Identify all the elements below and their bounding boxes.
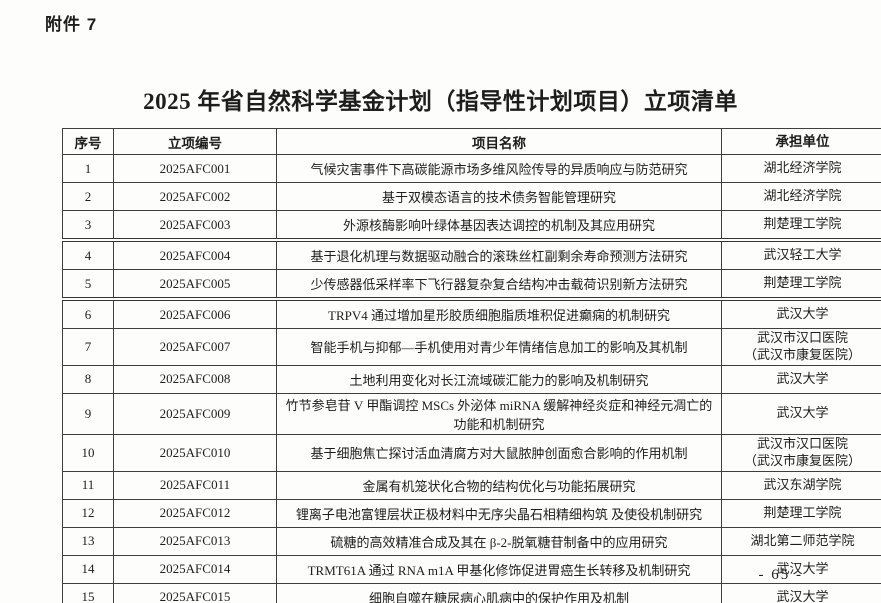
cell-serial-number: 14	[62, 554, 114, 584]
table-row: 12 2025AFC012 锂离子电池富锂层状正极材料中无序尖晶石相精细构筑 及…	[62, 498, 881, 528]
cell-project-code: 2025AFC004	[113, 239, 277, 270]
header-cell-code: 立项编号	[113, 128, 277, 155]
header-row: 序号 立项编号 项目名称 承担单位	[62, 128, 881, 155]
cell-undertaking-unit: 湖北经济学院	[721, 154, 881, 183]
table-row: 7 2025AFC007 智能手机与抑郁—手机使用对青少年情绪信息加工的影响及其…	[62, 328, 881, 366]
header-cell-no: 序号	[62, 128, 114, 155]
cell-serial-number: 13	[62, 526, 114, 556]
cell-project-code: 2025AFC008	[113, 364, 277, 394]
cell-serial-number: 15	[62, 582, 114, 603]
cell-project-name: TRPV4 通过增加星形胶质细胞脂质堆积促进癫痫的机制研究	[276, 298, 722, 329]
cell-serial-number: 4	[62, 239, 114, 270]
cell-undertaking-unit: 武汉市汉口医院 （武汉市康复医院）	[721, 328, 881, 366]
project-table: 序号 立项编号 项目名称 承担单位 1 2025AFC001 气候灾害事件下高碳…	[62, 128, 881, 603]
cell-project-code: 2025AFC001	[113, 154, 277, 183]
cell-serial-number: 10	[62, 433, 114, 472]
cell-project-name: 少传感器低采样率下飞行器复杂复合结构冲击载荷识别新方法研究	[276, 269, 722, 301]
table-row: 9 2025AFC009 竹节参皂苷 V 甲酯调控 MSCs 外泌体 miRNA…	[62, 392, 881, 435]
cell-undertaking-unit: 武汉东湖学院	[721, 470, 881, 500]
cell-project-code: 2025AFC009	[113, 392, 277, 435]
cell-project-name: TRMT61A 通过 RNA m1A 甲基化修饰促进胃癌生长转移及机制研究	[276, 554, 722, 584]
table-row: 2 2025AFC002 基于双模态语言的技术债务智能管理研究 湖北经济学院	[62, 182, 881, 211]
cell-undertaking-unit: 武汉大学	[721, 392, 881, 435]
table-row: 15 2025AFC015 细胞自噬在糖尿病心肌病中的保护作用及机制 武汉大学	[62, 582, 881, 603]
cell-serial-number: 3	[62, 210, 114, 242]
table-row: 14 2025AFC014 TRMT61A 通过 RNA m1A 甲基化修饰促进…	[62, 554, 881, 584]
project-table-body: 1 2025AFC001 气候灾害事件下高碳能源市场多维风险传导的异质响应与防范…	[62, 154, 881, 603]
table-row: 6 2025AFC006 TRPV4 通过增加星形胶质细胞脂质堆积促进癫痫的机制…	[62, 298, 881, 329]
header-cell-name: 项目名称	[276, 128, 722, 155]
table-row: 3 2025AFC003 外源核酶影响叶绿体基因表达调控的机制及其应用研究 荆楚…	[62, 210, 881, 242]
cell-project-name: 金属有机笼状化合物的结构优化与功能拓展研究	[276, 470, 722, 500]
cell-serial-number: 1	[62, 154, 114, 183]
cell-project-code: 2025AFC006	[113, 298, 277, 329]
cell-serial-number: 9	[62, 392, 114, 435]
page-number: - 65 -	[758, 567, 803, 583]
cell-undertaking-unit: 湖北第二师范学院	[721, 526, 881, 556]
cell-serial-number: 8	[62, 364, 114, 394]
cell-project-name: 基于退化机理与数据驱动融合的滚珠丝杠副剩余寿命预测方法研究	[276, 239, 722, 270]
table-row: 1 2025AFC001 气候灾害事件下高碳能源市场多维风险传导的异质响应与防范…	[62, 154, 881, 183]
cell-undertaking-unit: 武汉大学	[721, 582, 881, 603]
cell-project-code: 2025AFC014	[113, 554, 277, 584]
cell-undertaking-unit: 荆楚理工学院	[721, 210, 881, 242]
attachment-label: 附件 7	[45, 15, 98, 34]
cell-serial-number: 6	[62, 298, 114, 329]
cell-undertaking-unit: 武汉轻工大学	[721, 239, 881, 270]
cell-project-code: 2025AFC011	[113, 470, 277, 500]
cell-project-code: 2025AFC010	[113, 433, 277, 472]
table-row: 4 2025AFC004 基于退化机理与数据驱动融合的滚珠丝杠副剩余寿命预测方法…	[62, 239, 881, 270]
cell-project-code: 2025AFC013	[113, 526, 277, 556]
table-row: 8 2025AFC008 土地利用变化对长江流域碳汇能力的影响及机制研究 武汉大…	[62, 364, 881, 394]
cell-project-name: 竹节参皂苷 V 甲酯调控 MSCs 外泌体 miRNA 缓解神经炎症和神经元凋亡…	[276, 392, 722, 435]
cell-project-name: 细胞自噬在糖尿病心肌病中的保护作用及机制	[276, 582, 722, 603]
cell-serial-number: 7	[62, 328, 114, 366]
cell-project-name: 基于双模态语言的技术债务智能管理研究	[276, 182, 722, 211]
cell-undertaking-unit: 武汉市汉口医院 （武汉市康复医院）	[721, 433, 881, 472]
cell-undertaking-unit: 武汉大学	[721, 298, 881, 329]
cell-serial-number: 5	[62, 269, 114, 301]
table-row: 11 2025AFC011 金属有机笼状化合物的结构优化与功能拓展研究 武汉东湖…	[62, 470, 881, 500]
cell-serial-number: 11	[62, 470, 114, 500]
table-row: 10 2025AFC010 基于细胞焦亡探讨活血清腐方对大鼠脓肿创面愈合影响的作…	[62, 433, 881, 472]
table-row: 5 2025AFC005 少传感器低采样率下飞行器复杂复合结构冲击载荷识别新方法…	[62, 269, 881, 301]
cell-project-code: 2025AFC012	[113, 498, 277, 528]
page-title: 2025 年省自然科学基金计划（指导性计划项目）立项清单	[143, 89, 738, 114]
cell-serial-number: 2	[62, 182, 114, 211]
cell-project-code: 2025AFC007	[113, 328, 277, 366]
cell-project-name: 锂离子电池富锂层状正极材料中无序尖晶石相精细构筑 及使役机制研究	[276, 498, 722, 528]
cell-project-code: 2025AFC003	[113, 210, 277, 242]
cell-project-code: 2025AFC005	[113, 269, 277, 301]
cell-project-name: 气候灾害事件下高碳能源市场多维风险传导的异质响应与防范研究	[276, 154, 722, 183]
cell-project-name: 智能手机与抑郁—手机使用对青少年情绪信息加工的影响及其机制	[276, 328, 722, 366]
cell-undertaking-unit: 湖北经济学院	[721, 182, 881, 211]
cell-serial-number: 12	[62, 498, 114, 528]
cell-project-name: 硫糖的高效精准合成及其在 β-2-脱氧糖苷制备中的应用研究	[276, 526, 722, 556]
cell-undertaking-unit: 武汉大学	[721, 364, 881, 394]
cell-project-name: 外源核酶影响叶绿体基因表达调控的机制及其应用研究	[276, 210, 722, 242]
cell-project-name: 土地利用变化对长江流域碳汇能力的影响及机制研究	[276, 364, 722, 394]
cell-undertaking-unit: 荆楚理工学院	[721, 498, 881, 528]
header-cell-unit: 承担单位	[721, 128, 881, 155]
table-row: 13 2025AFC013 硫糖的高效精准合成及其在 β-2-脱氧糖苷制备中的应…	[62, 526, 881, 556]
cell-project-code: 2025AFC015	[113, 582, 277, 603]
cell-undertaking-unit: 荆楚理工学院	[721, 269, 881, 301]
cell-project-code: 2025AFC002	[113, 182, 277, 211]
project-table-header: 序号 立项编号 项目名称 承担单位	[62, 128, 881, 155]
cell-undertaking-unit: 武汉大学	[721, 554, 881, 584]
cell-project-name: 基于细胞焦亡探讨活血清腐方对大鼠脓肿创面愈合影响的作用机制	[276, 433, 722, 472]
